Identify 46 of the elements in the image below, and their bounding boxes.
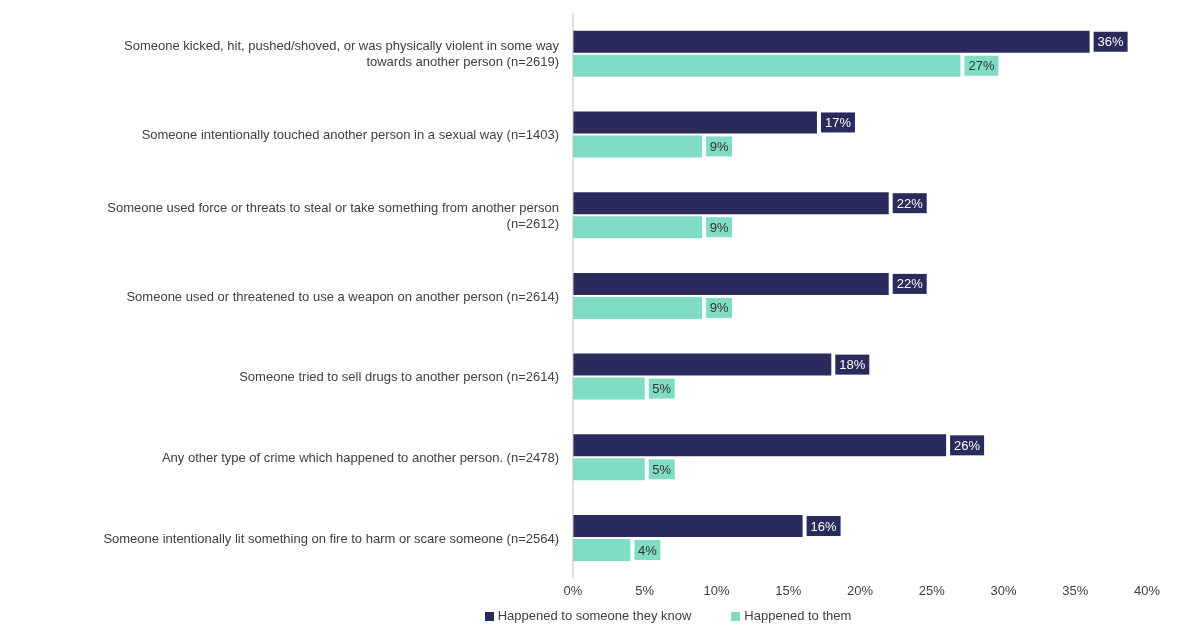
bar [573, 458, 645, 481]
data-label: 17% [824, 114, 852, 130]
x-tick-label: 30% [990, 583, 1017, 599]
data-label: 9% [709, 300, 729, 316]
x-tick-label: 20% [846, 583, 874, 599]
bar [573, 296, 703, 319]
data-label: 22% [896, 195, 924, 211]
legend-label: Happened to someone they know [497, 608, 692, 623]
data-label: 5% [652, 381, 672, 397]
data-label: 26% [954, 437, 981, 453]
bar [573, 54, 961, 77]
bar [573, 515, 803, 538]
legend-label: Happened to them [744, 608, 852, 623]
y-tick-label: Someone intentionally touched another person in a sexual way (n=1403) [141, 126, 559, 142]
bar [573, 539, 631, 562]
x-tick-label: 35% [1062, 583, 1089, 599]
bar [573, 30, 1090, 53]
x-tick-label: 40% [1133, 583, 1161, 599]
bar [573, 135, 703, 158]
y-tick-label: Someone tried to sell drugs to another person (n=2614) [239, 368, 559, 384]
y-tick-label: Someone used force or threats to steal or take something from another person (n=2612) [107, 199, 559, 231]
y-tick-label: Someone intentionally lit something on fire to harm or scare someone (n=2564) [103, 530, 559, 546]
x-tick-label: 15% [775, 583, 802, 599]
data-label: 9% [709, 138, 729, 154]
data-label: 4% [638, 542, 658, 558]
y-tick-label: Any other type of crime which happened to another person. (n=2478) [161, 449, 559, 465]
data-label: 27% [968, 58, 995, 74]
bar [573, 434, 947, 457]
bar [573, 192, 889, 215]
data-label: 16% [810, 518, 838, 534]
data-label: 9% [709, 219, 729, 235]
data-label: 36% [1097, 34, 1125, 50]
bar [573, 216, 703, 239]
x-tick-label: 10% [703, 583, 730, 599]
x-tick-label: 25% [918, 583, 946, 599]
data-label: 5% [652, 461, 672, 477]
data-label: 22% [896, 276, 924, 292]
x-tick-label: 0% [563, 583, 583, 599]
bar [573, 353, 832, 376]
bar [573, 111, 817, 134]
y-tick-label: Someone used or threatened to use a weapon on another person (n=2614) [126, 288, 559, 303]
data-label: 18% [839, 357, 866, 373]
bar [573, 272, 889, 295]
bar [573, 377, 645, 400]
y-tick-label: Someone kicked, hit, pushed/shoved, or was physically violent in some way towards another person (n=2619) [124, 37, 560, 69]
x-tick-label: 5% [635, 583, 655, 599]
